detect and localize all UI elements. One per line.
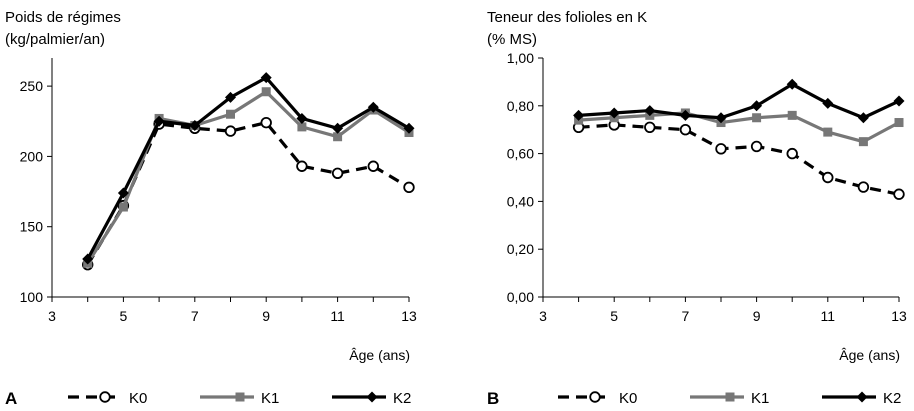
chart-title: Poids de régimes — [5, 9, 121, 26]
x-tick-label: 9 — [753, 308, 761, 324]
x-tick-label: 11 — [330, 308, 345, 324]
data-point-k2 — [644, 105, 656, 117]
data-point-k1 — [752, 113, 762, 123]
legend-label-k2: K2 — [393, 390, 411, 407]
y-tick-label: 0,80 — [507, 98, 534, 114]
legend-marker-k0 — [589, 391, 601, 403]
legend-marker-k2 — [856, 391, 868, 403]
panel-letter: A — [5, 389, 17, 408]
x-axis-label: Âge (ans) — [349, 347, 410, 363]
x-tick-label: 5 — [120, 308, 128, 324]
data-point-k0 — [786, 147, 798, 160]
y-tick-label: 0,20 — [507, 241, 534, 257]
data-point-k1 — [787, 110, 797, 120]
data-point-k2 — [296, 112, 308, 124]
data-point-k2 — [715, 112, 727, 124]
chart-title: Teneur des folioles en K — [487, 9, 647, 26]
chart-subtitle: (kg/palmier/an) — [5, 31, 105, 48]
y-tick-label: 100 — [20, 289, 44, 305]
data-point-k0 — [679, 123, 692, 136]
series-line-k0 — [86, 121, 410, 266]
data-point-k1 — [261, 87, 271, 97]
data-point-k2 — [679, 109, 691, 121]
series-line-k1 — [86, 90, 410, 265]
legend-label-k0: K0 — [619, 390, 637, 407]
y-tick-label: 200 — [20, 148, 44, 164]
data-point-k0 — [296, 160, 308, 172]
data-point-k0 — [857, 181, 870, 193]
x-tick-label: 9 — [262, 308, 270, 324]
data-point-k0 — [403, 181, 415, 194]
data-point-k2 — [82, 253, 94, 265]
data-point-k0 — [893, 188, 905, 200]
y-tick-label: 0,40 — [507, 193, 534, 209]
legend-marker-k2 — [366, 391, 378, 403]
data-point-k2 — [822, 97, 834, 109]
data-point-k0 — [822, 171, 834, 184]
chart-panel-a: Poids de régimes (kg/palmier/an) 100 150 200… — [5, 9, 417, 408]
y-tick-label: 150 — [20, 219, 44, 235]
data-point-k2 — [117, 187, 129, 199]
series-line-k2 — [578, 82, 900, 120]
data-point-k1 — [333, 132, 343, 142]
data-point-k2 — [332, 122, 344, 134]
data-point-k1 — [297, 122, 307, 132]
data-point-k1 — [823, 127, 833, 137]
data-point-k2 — [573, 109, 585, 121]
data-point-k2 — [225, 91, 236, 103]
panel-letter: B — [487, 389, 499, 408]
data-point-k1 — [118, 202, 128, 212]
x-axis-label: Âge (ans) — [839, 347, 900, 363]
x-tick-label: 3 — [48, 308, 56, 324]
data-point-k2 — [260, 72, 272, 84]
series-line-k0 — [578, 123, 900, 196]
series-line-k2 — [86, 76, 410, 260]
y-tick-label: 250 — [20, 78, 44, 94]
data-point-k0 — [224, 125, 237, 137]
data-point-k2 — [153, 115, 165, 127]
data-point-k2 — [751, 100, 763, 112]
x-tick-label: 13 — [891, 308, 907, 324]
legend-label-k1: K1 — [261, 390, 279, 407]
data-point-k0 — [750, 140, 763, 153]
data-point-k2 — [893, 95, 905, 107]
legend-marker-k1 — [235, 392, 245, 402]
data-point-k2 — [189, 119, 201, 131]
legend-marker-k0 — [99, 391, 111, 403]
data-point-k1 — [894, 118, 904, 128]
data-point-k0 — [260, 116, 272, 129]
chart-panel-b: Teneur des folioles en K (% MS) 0,00 0,20 0,… — [487, 9, 907, 408]
y-tick-label: 0,00 — [507, 289, 534, 305]
y-tick-label: 1,00 — [507, 50, 534, 66]
data-point-k0 — [331, 167, 344, 179]
data-point-k0 — [715, 143, 727, 155]
series-line-k1 — [578, 111, 900, 144]
data-point-k1 — [858, 137, 868, 147]
data-point-k2 — [367, 101, 379, 113]
x-tick-label: 13 — [401, 308, 417, 324]
legend-marker-k1 — [725, 392, 735, 402]
legend-label-k2: K2 — [883, 390, 901, 407]
legend-label-k0: K0 — [129, 390, 147, 407]
data-point-k1 — [226, 109, 235, 119]
legend-label-k1: K1 — [751, 390, 769, 407]
x-tick-label: 3 — [539, 308, 547, 324]
data-point-k2 — [786, 78, 798, 90]
data-point-k2 — [403, 122, 415, 134]
y-tick-label: 0,60 — [507, 146, 534, 162]
data-point-k2 — [608, 107, 620, 119]
x-tick-label: 7 — [191, 308, 199, 324]
x-tick-label: 7 — [682, 308, 690, 324]
data-point-k0 — [644, 121, 656, 134]
x-tick-label: 11 — [821, 308, 836, 324]
data-point-k0 — [367, 160, 380, 172]
x-tick-label: 5 — [610, 308, 618, 324]
chart-subtitle: (% MS) — [487, 31, 537, 48]
data-point-k2 — [857, 112, 869, 124]
